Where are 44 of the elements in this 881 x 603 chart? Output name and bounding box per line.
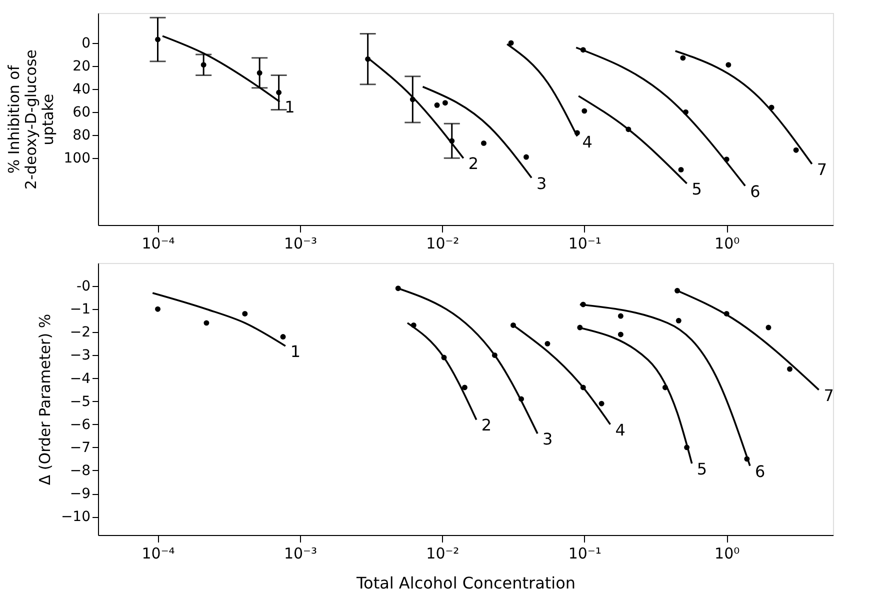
series-label: 4 [615,420,626,440]
y-tick-label: −1 [70,302,90,318]
y-tick-label: 80 [72,128,90,144]
x-tick-label: 10⁻⁴ [142,544,175,562]
series-label: 3 [536,174,547,193]
x-tick-label: 10⁰ [714,544,740,562]
y-tick-label: −9 [70,486,90,502]
series-label: 3 [542,430,553,449]
y-tick-label: −5 [70,394,90,410]
y-tick-label: -0 [76,278,90,295]
series-label: 7 [816,160,828,179]
x-tick-label: 10⁰ [714,234,740,252]
series-label: 5 [692,180,702,199]
series-label: 6 [754,462,766,481]
series-label: 7 [824,386,834,405]
y-tick-label: −3 [70,348,90,364]
y-tick-label: −2 [70,324,90,341]
y-tick-label: −7 [70,440,90,456]
x-axis-title: Total Alcohol Concentration [355,574,576,592]
x-tick-label: 10⁻⁴ [142,234,175,252]
x-tick-label: 10⁻¹ [568,544,602,562]
y-tick-label: 60 [72,104,90,121]
y-axis-title: Δ (Order Parameter) % [36,314,54,486]
x-tick-label: 10⁻² [426,234,460,252]
y-tick-label: −8 [70,462,90,479]
series-label: 5 [696,460,708,479]
y-tick-label: 0 [82,35,90,52]
x-tick-label: 10⁻³ [284,234,317,252]
y-tick-label: −6 [70,416,91,433]
y-tick-label: 40 [72,82,90,98]
y-tick-label: −10 [60,509,90,526]
x-tick-label: 10⁻² [426,544,460,562]
y-tick-label: 100 [64,150,90,167]
series-label: 1 [284,98,295,117]
x-tick-label: 10⁻¹ [568,234,602,252]
series-label: 6 [750,182,760,201]
series-label: 4 [582,132,592,152]
series-label: 2 [468,154,479,174]
series-label: 1 [290,342,301,361]
y-axis-title: % Inhibition of 2-deoxy-D-glucose uptake [4,50,57,190]
x-tick-label: 10⁻³ [284,544,317,562]
y-tick-label: 20 [72,58,90,74]
y-tick-label: −4 [70,370,91,387]
series-label: 2 [481,416,492,435]
